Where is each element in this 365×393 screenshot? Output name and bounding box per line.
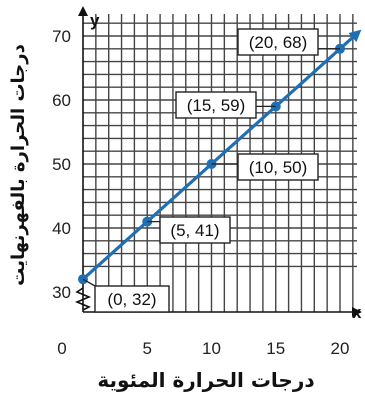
point-label: (5, 41)	[147, 216, 231, 244]
y-tick-label: 70	[52, 27, 71, 46]
y-axis-title: درجات الحرارة بالفهرنهايت	[8, 44, 29, 286]
series-arrowhead	[348, 29, 362, 43]
x-tick-label: 15	[266, 339, 285, 358]
series-layer	[78, 29, 362, 285]
point-labels: (0, 32) (5, 41) (10, 50) (15, 59) (20, 68)	[82, 28, 340, 313]
x-axis-title: درجات الحرارة المئوية	[97, 368, 314, 392]
x-axis-arrow	[352, 307, 362, 317]
x-tick-label: 0	[57, 339, 66, 358]
x-tick-label: 20	[331, 339, 350, 358]
tick-labels: 0 5 10 15 20 30 40 50 60 70	[52, 27, 349, 358]
point-label: (10, 50)	[211, 153, 319, 181]
series-line	[81, 33, 357, 281]
label-leader	[82, 278, 96, 287]
x-tick-label: 10	[202, 339, 221, 358]
point-label: (0, 32)	[82, 278, 170, 313]
y-tick-label: 60	[52, 91, 71, 110]
label-box	[237, 28, 319, 56]
point-label: (20, 68)	[237, 28, 340, 56]
point-label: (15, 59)	[175, 91, 276, 119]
label-box	[175, 91, 257, 119]
y-axis-break	[74, 287, 92, 311]
data-label: (10, 50)	[249, 158, 308, 177]
data-label: (0, 32)	[107, 290, 156, 309]
label-box	[237, 153, 319, 181]
x-axis-letter: x	[352, 303, 362, 322]
data-label: (5, 41)	[170, 221, 219, 240]
label-box	[94, 285, 170, 313]
data-label: (20, 68)	[249, 33, 308, 52]
y-axis-letter: y	[90, 11, 100, 30]
y-tick-label: 30	[52, 283, 71, 302]
data-label: (15, 59)	[187, 96, 246, 115]
label-box	[159, 216, 231, 244]
x-tick-label: 5	[143, 339, 152, 358]
y-axis-arrow	[78, 6, 88, 16]
y-tick-label: 40	[52, 219, 71, 238]
y-tick-label: 50	[52, 155, 71, 174]
